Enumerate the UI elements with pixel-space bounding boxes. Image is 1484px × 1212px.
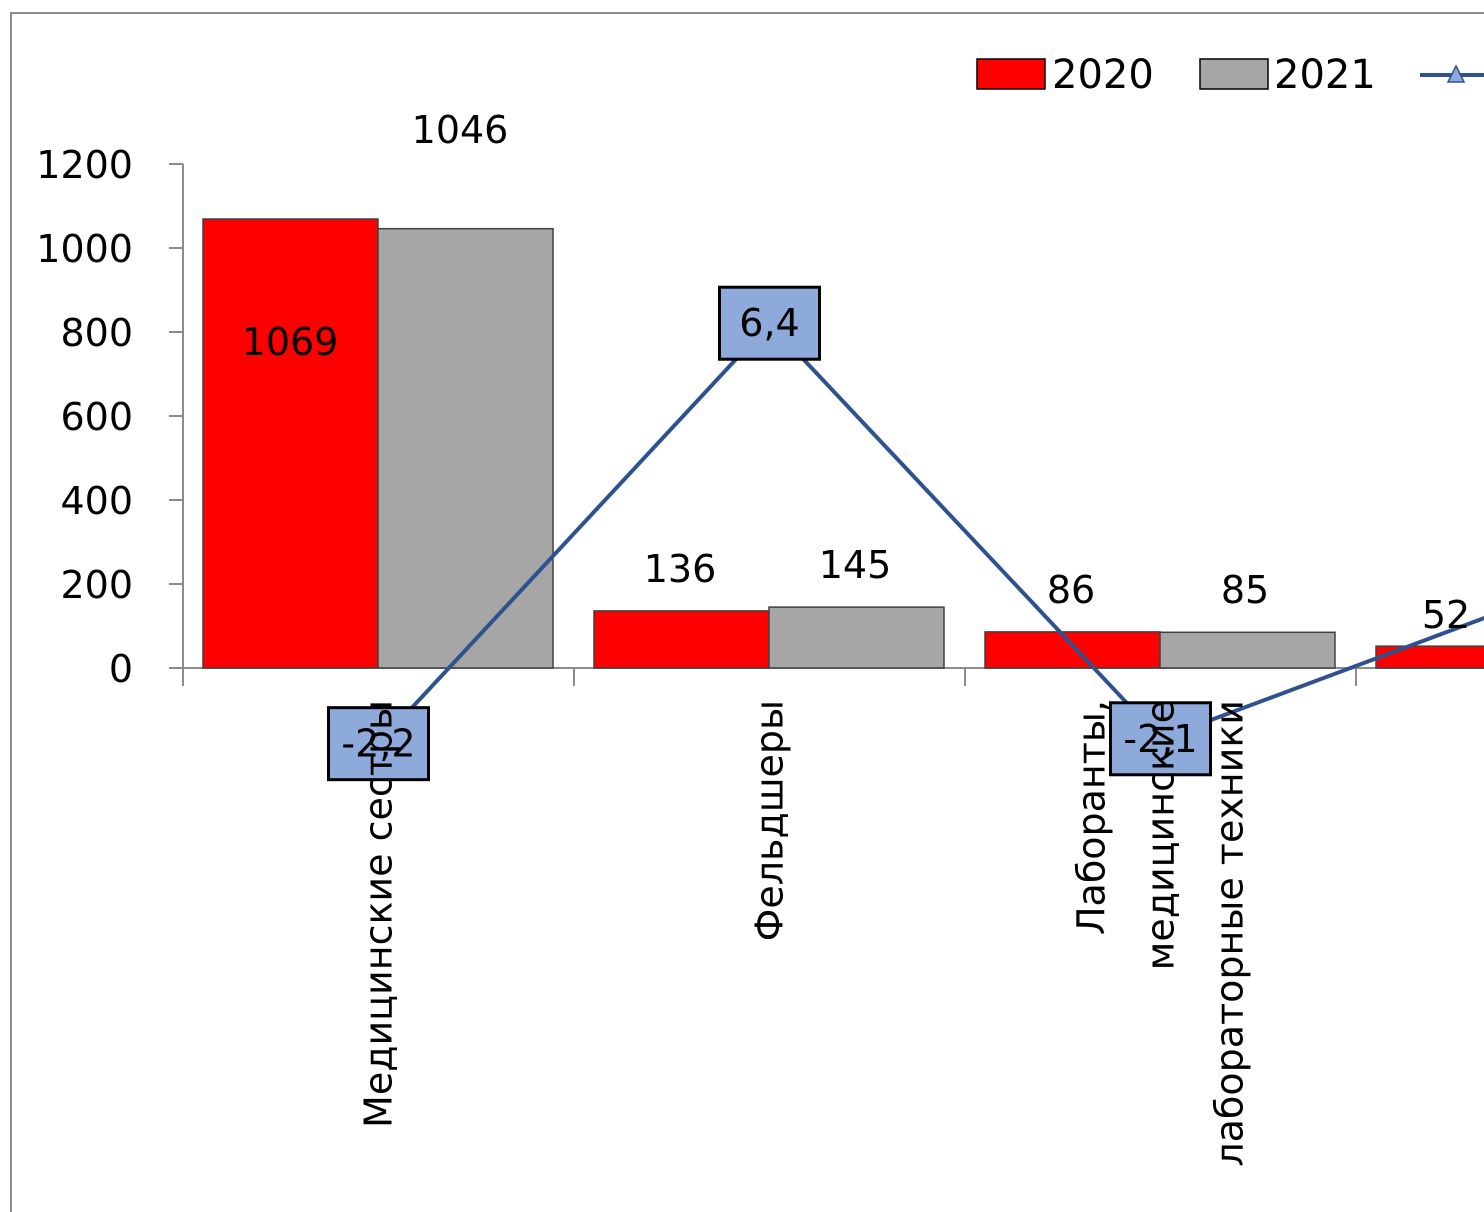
bar-data-label: 86 xyxy=(1047,568,1095,612)
bar-2021-0 xyxy=(378,229,553,668)
bars xyxy=(203,219,1484,668)
legend-label-2020: 2020 xyxy=(1052,52,1154,98)
bar-2020-1 xyxy=(594,611,769,668)
bar-2021-2 xyxy=(1160,632,1335,668)
category-label: Медицинские сестры xyxy=(357,700,401,1128)
bar-data-label: 85 xyxy=(1221,568,1269,612)
bar-2021-1 xyxy=(769,607,944,668)
category-label: Фельдшеры xyxy=(748,700,792,941)
legend-swatch-2020 xyxy=(977,59,1045,89)
category-label: медицинские xyxy=(1139,700,1183,970)
bar-data-label: 1069 xyxy=(242,320,339,364)
y-tick-label: 600 xyxy=(60,395,133,439)
y-tick-label: 1200 xyxy=(36,143,133,187)
bar-data-label: 52 xyxy=(1422,593,1470,637)
category-label: Лаборанты, xyxy=(1070,700,1114,935)
bar-data-label: 1046 xyxy=(412,108,509,152)
y-tick-label: 200 xyxy=(60,563,133,607)
category-label: лабораторные техники xyxy=(1208,700,1252,1167)
bar-2020-3 xyxy=(1376,646,1484,668)
bar-2020-2 xyxy=(985,632,1160,668)
line-point-label: 6,4 xyxy=(739,301,799,345)
legend: 2020 2021 xyxy=(977,52,1484,98)
legend-label-2021: 2021 xyxy=(1274,52,1376,98)
bar-data-label: 136 xyxy=(644,547,717,591)
y-tick-label: 400 xyxy=(60,479,133,523)
bar-data-label: 145 xyxy=(819,543,892,587)
y-tick-label: 1000 xyxy=(36,227,133,271)
y-tick-label: 800 xyxy=(60,311,133,355)
y-tick-label: 0 xyxy=(109,647,133,691)
bar-2020-0 xyxy=(203,219,378,668)
legend-swatch-2021 xyxy=(1200,59,1268,89)
